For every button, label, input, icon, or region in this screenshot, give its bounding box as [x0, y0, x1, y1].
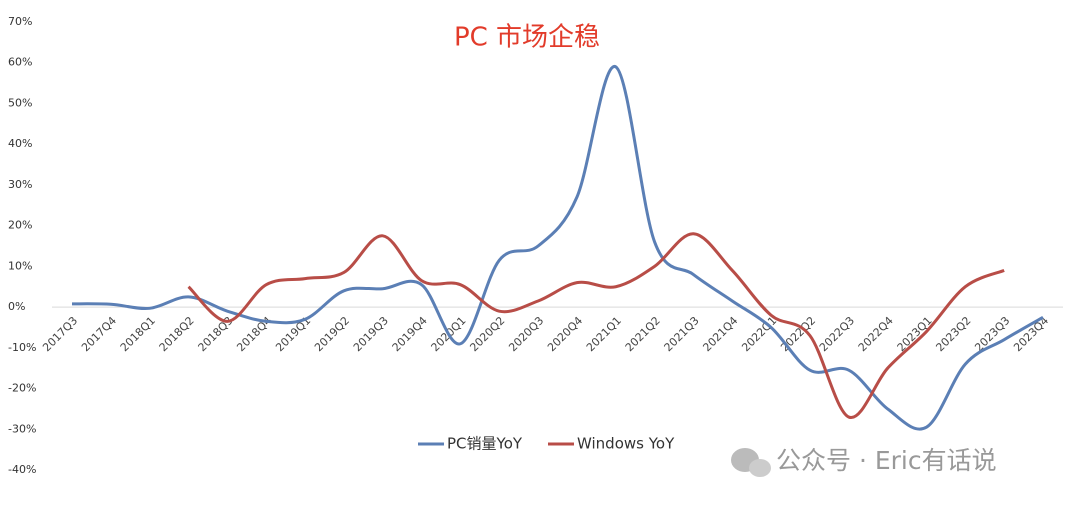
x-tick-label: 2021Q4: [700, 314, 740, 354]
x-tick-label: 2021Q1: [584, 314, 624, 354]
x-tick-label: 2023Q1: [895, 314, 935, 354]
y-tick-label: -20%: [8, 382, 36, 395]
x-tick-label: 2022Q4: [856, 314, 896, 354]
x-tick-label: 2022Q3: [817, 314, 857, 354]
y-tick-label: 20%: [8, 219, 32, 232]
y-tick-label: 30%: [8, 178, 32, 191]
watermark: 公众号 · Eric有话说: [776, 446, 997, 475]
x-tick-label: 2019Q3: [351, 314, 391, 354]
y-tick-label: 70%: [8, 15, 32, 28]
series-line: [71, 65, 1044, 431]
x-tick-label: 2017Q4: [79, 314, 119, 354]
y-tick-label: 50%: [8, 96, 32, 109]
watermark-icon: [731, 448, 771, 477]
x-tick-label: 2023Q2: [934, 314, 974, 354]
x-tick-label: 2018Q1: [118, 314, 158, 354]
y-tick-label: -40%: [8, 463, 36, 476]
x-tick-label: 2017Q3: [40, 314, 80, 354]
y-tick-label: 0%: [8, 300, 25, 313]
x-tick-label: 2020Q3: [506, 314, 546, 354]
x-tick-label: 2019Q4: [390, 314, 430, 354]
chart-title: PC 市场企稳: [454, 23, 600, 53]
x-tick-label: 2021Q3: [662, 314, 702, 354]
legend-label: Windows YoY: [577, 435, 675, 453]
y-tick-label: 40%: [8, 137, 32, 150]
x-tick-label: 2020Q4: [545, 314, 585, 354]
legend-label: PC销量YoY: [447, 435, 523, 453]
x-tick-label: 2023Q4: [1011, 314, 1051, 354]
x-tick-label: 2023Q3: [972, 314, 1012, 354]
y-tick-label: -10%: [8, 341, 36, 354]
x-tick-label: 2021Q2: [623, 314, 663, 354]
x-tick-label: 2018Q2: [157, 314, 197, 354]
x-tick-label: 2019Q1: [273, 314, 313, 354]
y-tick-label: -30%: [8, 422, 36, 435]
y-tick-label: 10%: [8, 259, 32, 272]
y-tick-label: 60%: [8, 56, 32, 69]
series-line: [187, 232, 1005, 419]
x-tick-label: 2019Q2: [312, 314, 352, 354]
